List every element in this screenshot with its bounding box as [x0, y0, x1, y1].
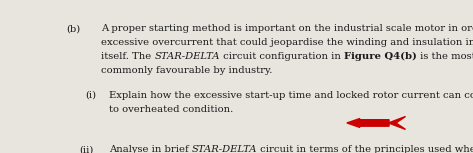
Text: Explain how the excessive start-up time and locked rotor current can contribute: Explain how the excessive start-up time …	[109, 91, 473, 100]
Text: (i): (i)	[85, 91, 96, 100]
Text: excessive overcurrent that could jeopardise the winding and insulation in the mo: excessive overcurrent that could jeopard…	[101, 38, 473, 47]
Text: circuit in terms of the principles used when: circuit in terms of the principles used …	[257, 145, 473, 153]
Text: is the most: is the most	[417, 52, 473, 61]
Text: itself. The: itself. The	[101, 52, 155, 61]
Text: (b): (b)	[66, 24, 81, 33]
Text: Analyse in brief: Analyse in brief	[109, 145, 192, 153]
Text: commonly favourable by industry.: commonly favourable by industry.	[101, 66, 272, 75]
Text: STAR-DELTA: STAR-DELTA	[155, 52, 220, 61]
Text: circuit configuration in: circuit configuration in	[220, 52, 344, 61]
Text: (ii): (ii)	[79, 145, 94, 153]
Polygon shape	[389, 116, 405, 123]
Polygon shape	[389, 123, 405, 129]
FancyArrow shape	[347, 119, 389, 127]
Text: A proper starting method is important on the industrial scale motor in order to : A proper starting method is important on…	[101, 24, 473, 33]
Text: to overheated condition.: to overheated condition.	[109, 105, 233, 114]
Text: Figure Q4(b): Figure Q4(b)	[344, 52, 417, 61]
Text: STAR-DELTA: STAR-DELTA	[192, 145, 257, 153]
